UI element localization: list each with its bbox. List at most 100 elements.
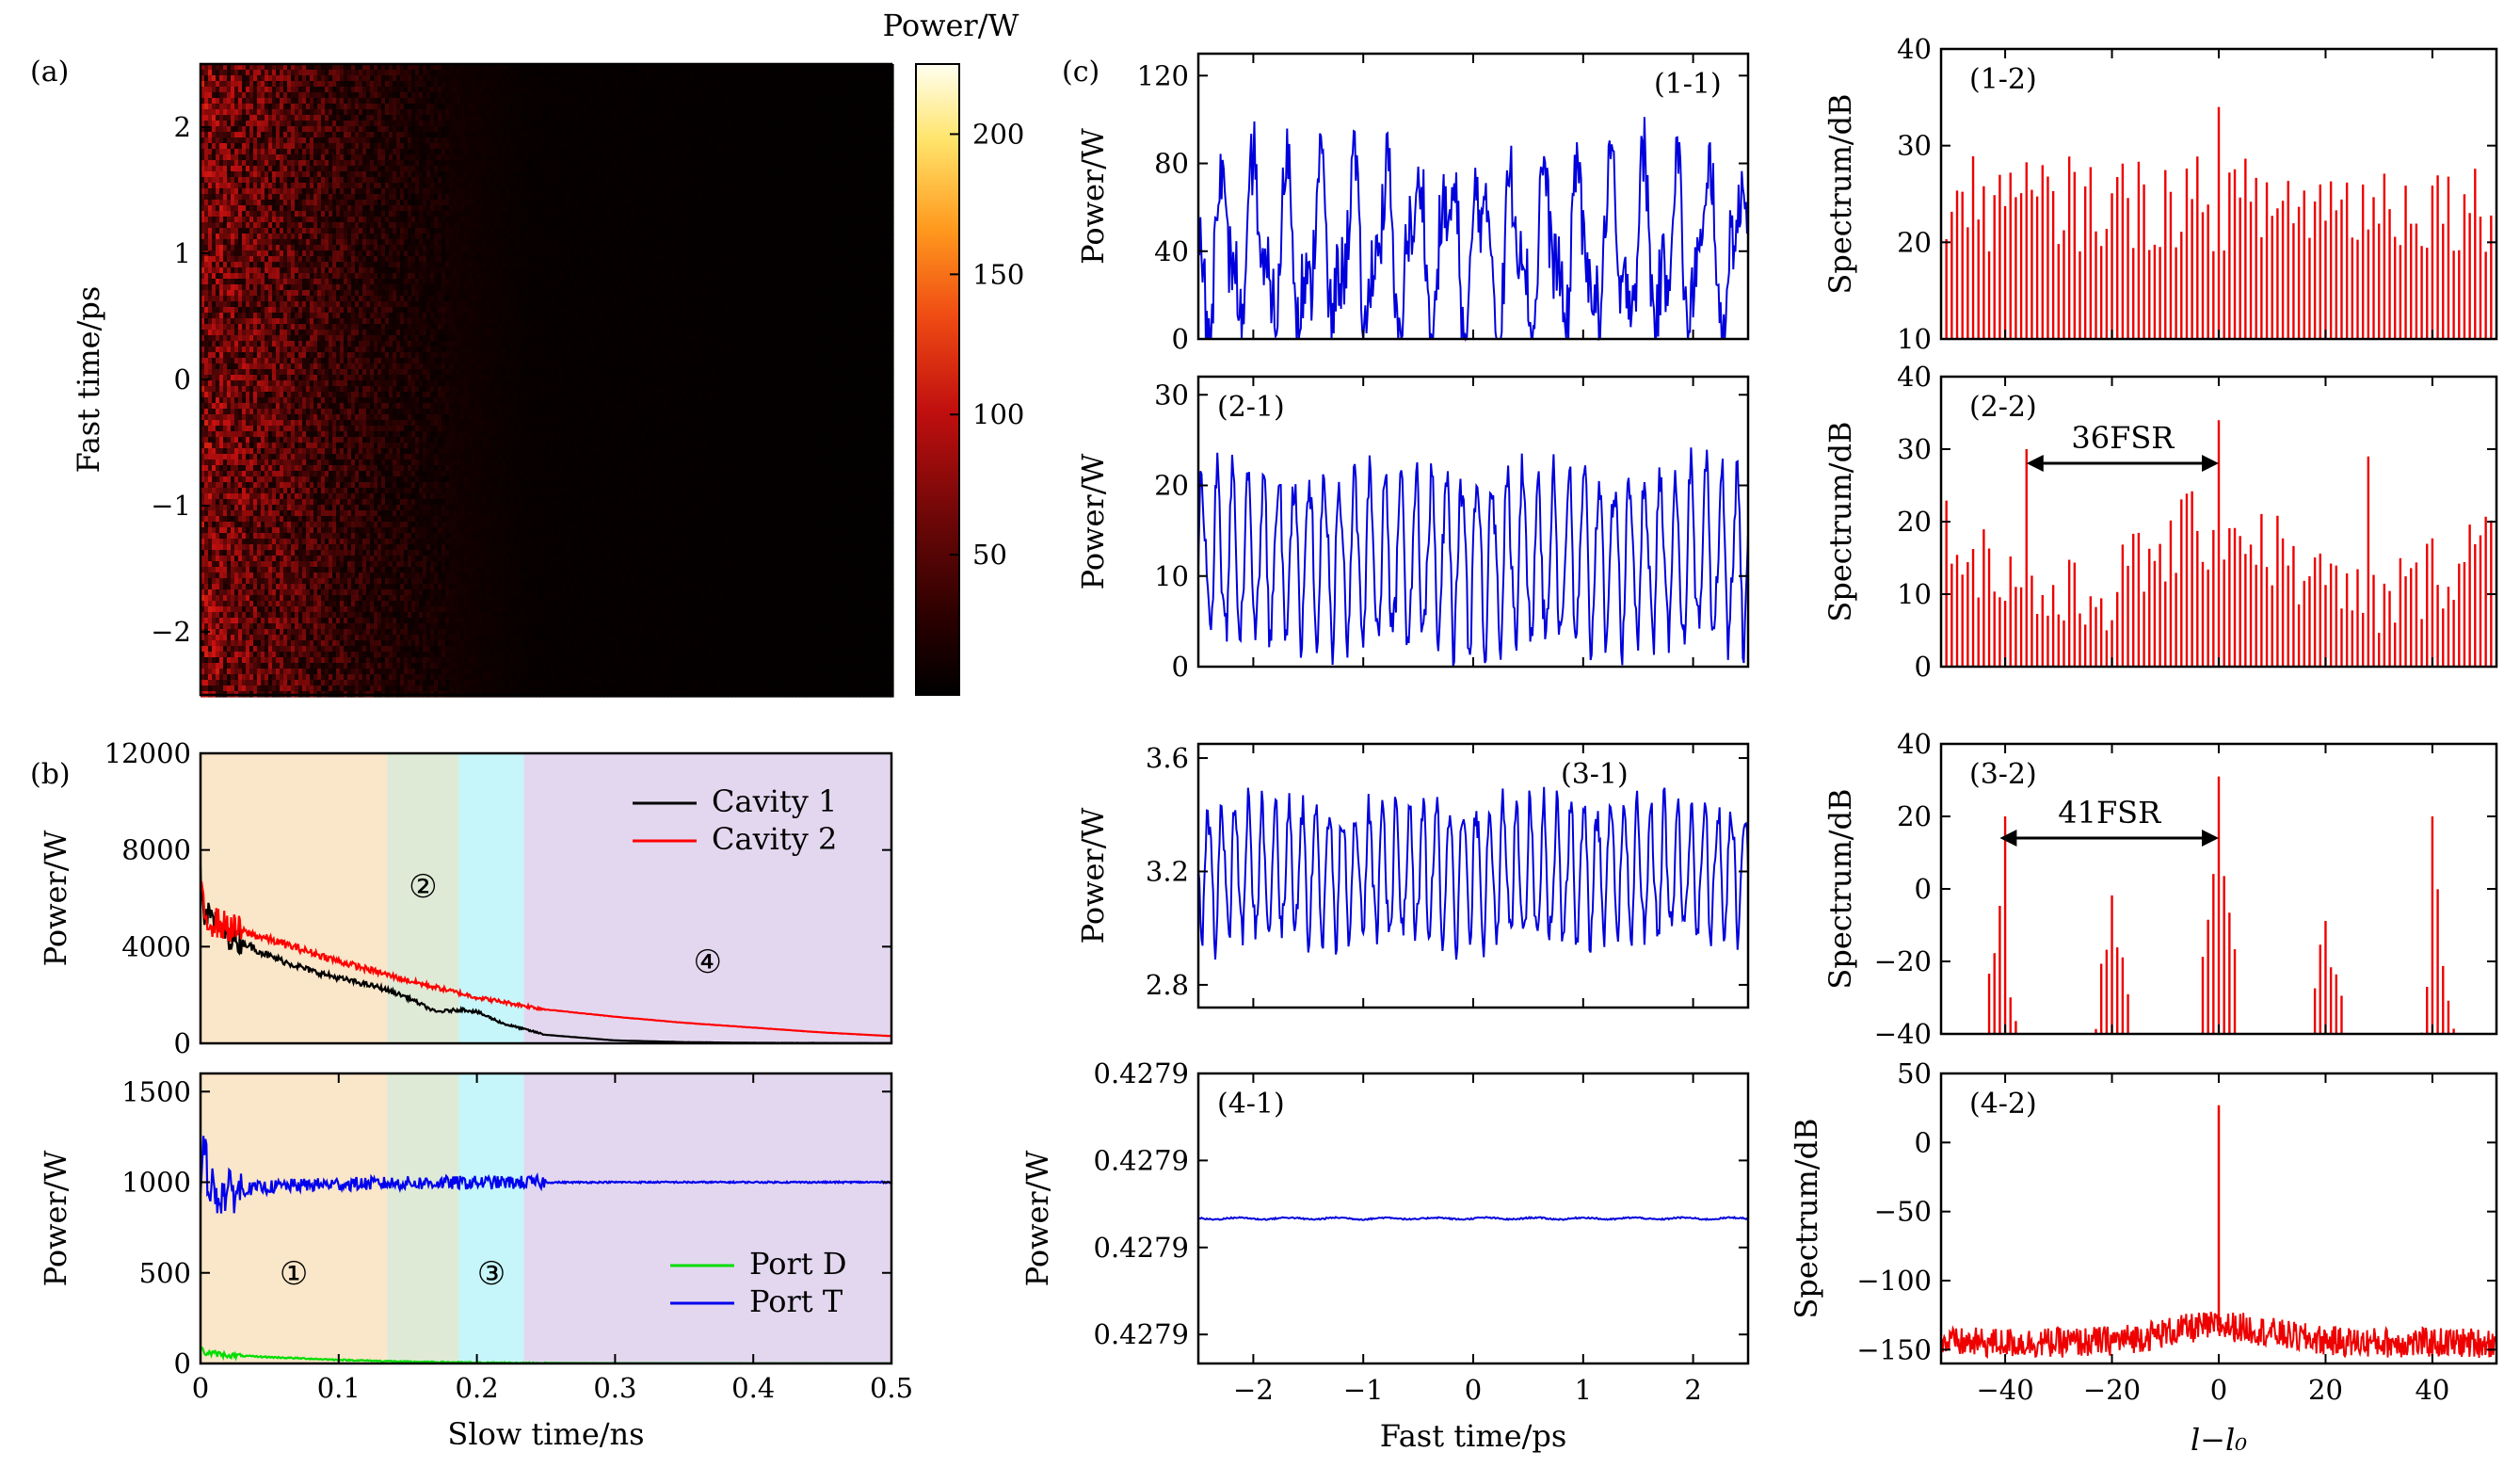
heatmap-cell <box>265 375 269 381</box>
heatmap-cell <box>362 646 367 653</box>
heatmap-cell <box>347 584 352 590</box>
heatmap-cell <box>253 154 258 161</box>
heatmap-cell <box>362 284 367 291</box>
heatmap-cell <box>336 471 341 477</box>
heatmap-cell <box>261 629 265 636</box>
heatmap-cell <box>362 87 367 93</box>
heatmap-cell <box>204 680 209 686</box>
heatmap-cell <box>212 369 217 376</box>
heatmap-cell <box>231 657 235 664</box>
heatmap-cell <box>306 550 311 557</box>
heatmap-cell <box>268 290 273 297</box>
heatmap-cell <box>231 539 235 545</box>
heatmap-cell <box>359 149 363 155</box>
heatmap-cell <box>219 188 224 195</box>
heatmap-cell <box>329 256 333 263</box>
heatmap-cell <box>257 222 262 229</box>
heatmap-cell <box>257 64 262 71</box>
heatmap-cell <box>219 335 224 342</box>
heatmap-cell <box>204 177 209 184</box>
heatmap-cell <box>272 460 277 466</box>
heatmap-cell <box>242 448 247 455</box>
heatmap-cell <box>310 426 314 432</box>
heatmap-cell <box>366 296 371 302</box>
heatmap-cell <box>325 245 329 251</box>
heatmap-cell <box>268 217 273 223</box>
heatmap-cell <box>321 194 326 201</box>
heatmap-cell <box>332 363 337 370</box>
heatmap-cell <box>231 160 235 167</box>
heatmap-cell <box>249 301 254 308</box>
heatmap-cell <box>295 663 299 669</box>
heatmap-cell <box>265 380 269 387</box>
heatmap-cell <box>295 256 299 263</box>
heatmap-cell <box>306 200 311 206</box>
heatmap-cell <box>313 403 318 410</box>
heatmap-cell <box>332 471 337 477</box>
heatmap-cell <box>295 635 299 641</box>
heatmap-cell <box>283 81 288 88</box>
heatmap-cell <box>276 629 281 636</box>
heatmap-cell <box>347 267 352 274</box>
heatmap-cell <box>344 640 348 647</box>
heatmap-cell <box>242 341 247 347</box>
heatmap-cell <box>246 652 250 658</box>
heatmap-cell <box>317 663 322 669</box>
heatmap-cell <box>265 640 269 647</box>
heatmap-cell <box>291 335 296 342</box>
heatmap-cell <box>347 341 352 347</box>
heatmap-cell <box>306 92 311 99</box>
heatmap-cell <box>212 669 217 675</box>
heatmap-cell <box>344 482 348 489</box>
heatmap-cell <box>249 465 254 472</box>
heatmap-cell <box>216 149 220 155</box>
heatmap-cell <box>219 561 224 568</box>
heatmap-cell <box>265 200 269 206</box>
heatmap-cell <box>329 188 333 195</box>
heatmap-cell <box>280 380 284 387</box>
heatmap-cell <box>276 217 281 223</box>
heatmap-cell <box>347 601 352 607</box>
heatmap-cell <box>306 618 311 624</box>
heatmap-cell <box>306 527 311 534</box>
heatmap-cell <box>261 669 265 675</box>
heatmap-cell <box>280 674 284 681</box>
heatmap-cell <box>291 522 296 528</box>
heatmap-cell <box>313 652 318 658</box>
heatmap-cell <box>351 75 356 82</box>
heatmap-cell <box>359 454 363 460</box>
heatmap-cell <box>216 183 220 189</box>
heatmap-cell <box>238 431 243 438</box>
heatmap-cell <box>227 527 232 534</box>
heatmap-cell <box>257 426 262 432</box>
heatmap-cell <box>231 493 235 500</box>
heatmap-cell <box>238 657 243 664</box>
heatmap-cell <box>257 380 262 387</box>
heatmap-cell <box>291 533 296 540</box>
heatmap-cell <box>212 499 217 506</box>
heatmap-cell <box>347 431 352 438</box>
heatmap-cell <box>201 646 205 653</box>
heatmap-cell <box>329 200 333 206</box>
heatmap-cell <box>302 505 307 511</box>
heatmap-cell <box>234 612 239 619</box>
heatmap-cell <box>257 527 262 534</box>
heatmap-cell <box>238 601 243 607</box>
heatmap-cell <box>306 301 311 308</box>
heatmap-cell <box>265 211 269 218</box>
heatmap-cell <box>242 465 247 472</box>
heatmap-cell <box>351 250 356 257</box>
heatmap-cell <box>201 471 205 477</box>
heatmap-cell <box>347 392 352 398</box>
heatmap-cell <box>276 510 281 517</box>
heatmap-cell <box>219 556 224 562</box>
heatmap-cell <box>283 217 288 223</box>
heatmap-cell <box>306 409 311 415</box>
heatmap-cell <box>257 87 262 93</box>
heatmap-cell <box>362 488 367 494</box>
heatmap-cell <box>201 669 205 675</box>
heatmap-cell <box>219 75 224 82</box>
heatmap-cell <box>310 87 314 93</box>
heatmap-cell <box>313 465 318 472</box>
heatmap-cell <box>219 420 224 427</box>
